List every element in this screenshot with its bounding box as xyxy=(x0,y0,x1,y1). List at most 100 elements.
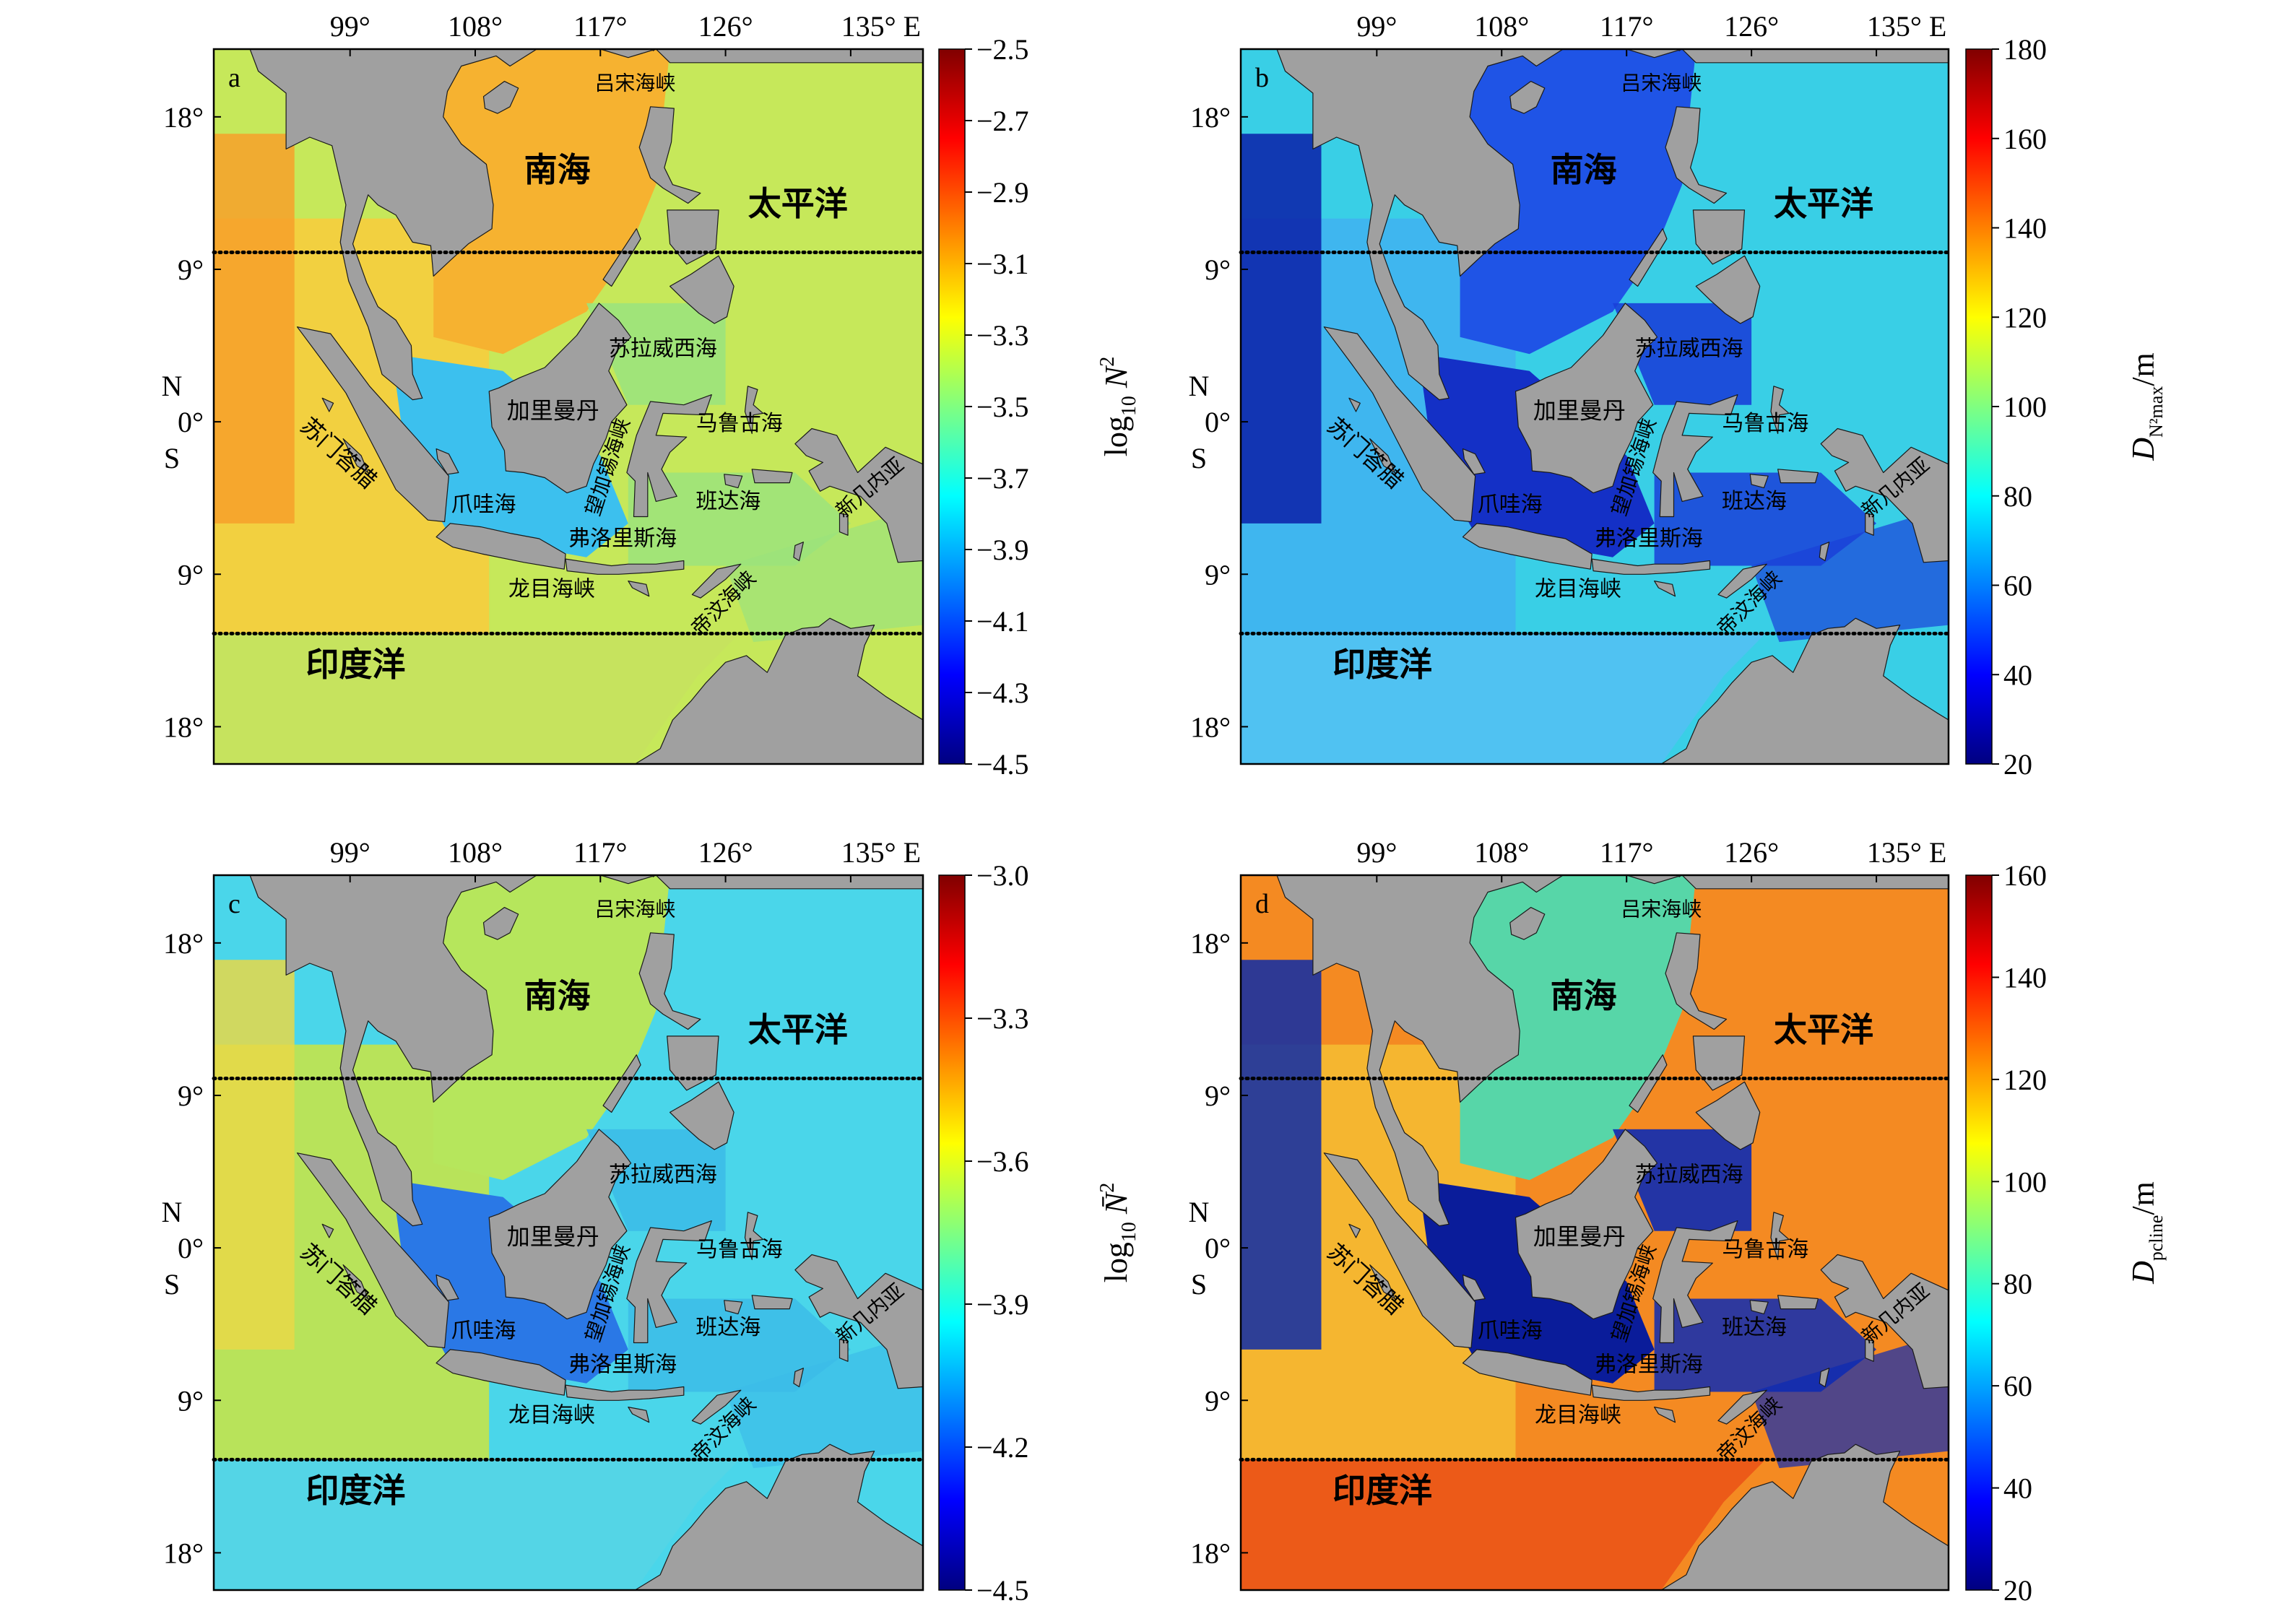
region-label-sulawesi: 苏拉威西海 xyxy=(1635,1163,1743,1188)
colorbar-tick-label: 140 xyxy=(2003,961,2047,994)
land-borneo xyxy=(1514,1129,1658,1320)
land-tanimbar xyxy=(793,542,805,562)
land-luzon xyxy=(638,106,701,204)
land-newguinea xyxy=(1820,427,1949,563)
region-label-molucca: 马鲁古海 xyxy=(1722,1237,1808,1262)
lon-tick-label: 135° E xyxy=(841,10,921,43)
land-australia xyxy=(1660,1443,1949,1590)
land-sumatra xyxy=(1323,326,1476,523)
land-aru xyxy=(838,1339,849,1362)
ocean-indian-south xyxy=(214,633,740,764)
colorbar-tick-label: −3.5 xyxy=(976,391,1029,423)
colorbar-tick-label: 40 xyxy=(2003,1472,2032,1505)
land-nusa xyxy=(1591,558,1711,575)
region-label-kalimantan: 加里曼丹 xyxy=(507,1223,599,1250)
colorbar-tick-label: 120 xyxy=(2003,1064,2047,1096)
land-asia xyxy=(214,875,923,1227)
land-java xyxy=(436,1349,566,1396)
land-buru xyxy=(1749,1300,1769,1315)
land-mentawai xyxy=(342,1264,369,1300)
map-field xyxy=(1241,875,1949,1590)
ocean-indian-south xyxy=(1241,1459,1766,1590)
colorbar-tick-label: 40 xyxy=(2003,659,2032,691)
colorbar-tick-label: −4.5 xyxy=(976,1574,1029,1607)
lat-tick-label: 18° xyxy=(163,101,204,134)
colorbar xyxy=(938,874,966,1591)
land-taiwan xyxy=(1677,875,1683,877)
region-label-indian: 印度洋 xyxy=(1332,1471,1432,1510)
lat-tick-label: 0° xyxy=(178,1232,204,1264)
land-halmahera xyxy=(1770,1212,1790,1261)
land-nusa xyxy=(565,1384,685,1401)
land-asia xyxy=(1241,49,1949,401)
land-sumba xyxy=(1654,580,1676,597)
land-sumatra xyxy=(296,326,450,523)
map-field xyxy=(214,49,923,764)
land-borneo xyxy=(488,1129,632,1320)
lon-tick-label: 117° xyxy=(1600,10,1654,43)
land-sulawesi xyxy=(626,394,712,518)
land-nusa xyxy=(565,558,685,575)
lat-tick-label: 0° xyxy=(1205,1232,1231,1264)
panel-c: c 99° 108° 117° 126° 135° E 18° 9° 0° 9° 18° N S 南海太平… xyxy=(162,836,1140,1607)
lat-tick-label: 0° xyxy=(178,406,204,438)
colorbar xyxy=(938,48,966,765)
colorbar-tick-label: −2.9 xyxy=(976,176,1029,209)
region-label-flores: 弗洛里斯海 xyxy=(1595,1352,1703,1377)
region-label-lombok: 龙目海峡 xyxy=(1535,577,1621,602)
colorbar-tick-label: −4.5 xyxy=(976,748,1029,781)
region-label-lombok: 龙目海峡 xyxy=(1535,1403,1621,1428)
land-taiwan xyxy=(651,49,656,51)
lat-tick-label: 9° xyxy=(178,1080,204,1112)
colorbar-tick-label: −3.0 xyxy=(976,859,1029,892)
colorbar-tick-label: −3.3 xyxy=(976,1002,1029,1035)
land-mindanao xyxy=(669,255,734,324)
lon-tick-label: 126° xyxy=(1724,836,1779,869)
colorbar-tick-label: 60 xyxy=(2003,570,2032,602)
colorbar-tick-label: −2.7 xyxy=(976,105,1029,137)
land-tanimbar xyxy=(1819,1368,1830,1388)
land-hainan xyxy=(1509,906,1546,940)
lat-tick-label: 18° xyxy=(1190,927,1231,960)
land-luzon xyxy=(638,932,701,1030)
panel-letter: a xyxy=(228,63,240,93)
region-label-java: 爪哇海 xyxy=(1478,1318,1543,1343)
land-taiwan xyxy=(651,875,656,877)
region-label-luzon: 吕宋海峡 xyxy=(594,897,675,921)
ocean-west-indian xyxy=(214,960,295,1350)
land-hainan xyxy=(1509,80,1546,114)
sea-arafura xyxy=(1751,506,1949,643)
land-mentawai xyxy=(342,438,369,474)
colorbar-tick-label: −3.9 xyxy=(976,534,1029,566)
lon-tick-label: 117° xyxy=(1600,836,1654,869)
region-label-flores: 弗洛里斯海 xyxy=(568,1352,677,1377)
colorbar-tick-label: 80 xyxy=(2003,480,2032,513)
region-label-molucca: 马鲁古海 xyxy=(1722,411,1808,436)
north-label: N xyxy=(162,370,183,402)
land-tanimbar xyxy=(793,1368,805,1388)
region-label-pacific: 太平洋 xyxy=(1774,1010,1873,1049)
colorbar-tick-label: 80 xyxy=(2003,1268,2032,1300)
land-banka xyxy=(1462,1274,1486,1301)
colorbar-tick-label: 180 xyxy=(2003,33,2047,66)
region-label-kalimantan: 加里曼丹 xyxy=(507,396,599,424)
colorbar-tick-label: 60 xyxy=(2003,1370,2032,1402)
land-sumba xyxy=(1654,1406,1676,1423)
land-nias xyxy=(1348,397,1361,412)
lon-tick-label: 99° xyxy=(330,836,370,869)
colorbar-tick-label: 140 xyxy=(2003,212,2047,245)
sea-banda xyxy=(1654,472,1877,566)
land-timor xyxy=(691,563,742,599)
land-sulawesi xyxy=(1652,1220,1738,1344)
region-label-sulawesi: 苏拉威西海 xyxy=(609,336,717,362)
colorbar-tick-label: −2.5 xyxy=(976,33,1029,66)
land-nias xyxy=(321,397,334,412)
sea-banda xyxy=(1654,1298,1877,1392)
lat-tick-label: 9° xyxy=(1205,558,1231,591)
south-label: S xyxy=(1191,442,1207,474)
colorbar-tick-label: 160 xyxy=(2003,859,2047,892)
lat-tick-label: 18° xyxy=(1190,711,1231,743)
land-timor xyxy=(1717,1389,1767,1425)
land-palawan xyxy=(1629,1054,1668,1113)
